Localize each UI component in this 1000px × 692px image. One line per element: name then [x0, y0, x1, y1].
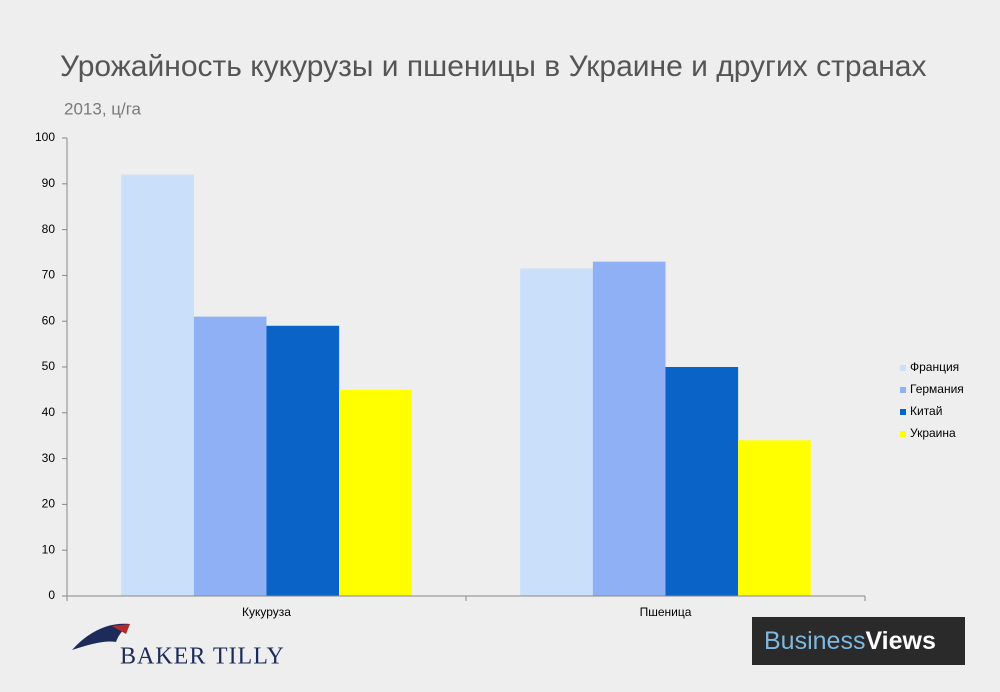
y-tick-label: 50: [42, 359, 56, 373]
x-tick-label: Пшеница: [640, 605, 692, 619]
bar: [193, 316, 267, 596]
bar: [665, 367, 739, 596]
logo-business: Business: [764, 627, 865, 655]
legend-label: Украина: [910, 426, 956, 440]
logo-eagle: [72, 623, 130, 650]
chart-title: Урожайность кукурузы и пшеницы в Украине…: [60, 50, 926, 83]
chart-subtitle: 2013, ц/га: [64, 99, 142, 118]
logo-text: BAKER TILLY: [120, 644, 285, 670]
y-tick-label: 90: [42, 176, 56, 190]
y-tick-label: 0: [48, 588, 55, 602]
y-tick-label: 40: [42, 405, 56, 419]
legend-label: Франция: [910, 360, 959, 374]
legend-swatch: [900, 365, 906, 371]
y-tick-label: 100: [35, 130, 55, 144]
businessviews-logo: BusinessViews: [764, 627, 936, 655]
logo-flag: [112, 624, 130, 634]
legend-label: Германия: [910, 382, 964, 396]
y-tick-label: 60: [42, 313, 56, 327]
businessviews-box: [752, 617, 965, 665]
bar: [121, 174, 194, 596]
bar: [738, 440, 811, 596]
logo-views: Views: [865, 627, 935, 655]
y-tick-label: 70: [42, 268, 56, 282]
baker-tilly-logo: BAKER TILLY: [72, 623, 285, 670]
bar: [520, 268, 593, 596]
x-tick-label: Кукуруза: [242, 605, 291, 619]
y-tick-label: 10: [42, 542, 56, 556]
y-tick-label: 20: [42, 497, 56, 511]
bar: [339, 389, 412, 596]
legend-label: Китай: [910, 404, 942, 418]
legend-swatch: [900, 409, 906, 415]
y-tick-label: 30: [42, 451, 56, 465]
legend-swatch: [900, 387, 906, 393]
bar: [592, 261, 666, 596]
bar: [266, 325, 340, 596]
legend-swatch: [900, 431, 906, 437]
y-tick-label: 80: [42, 222, 56, 236]
